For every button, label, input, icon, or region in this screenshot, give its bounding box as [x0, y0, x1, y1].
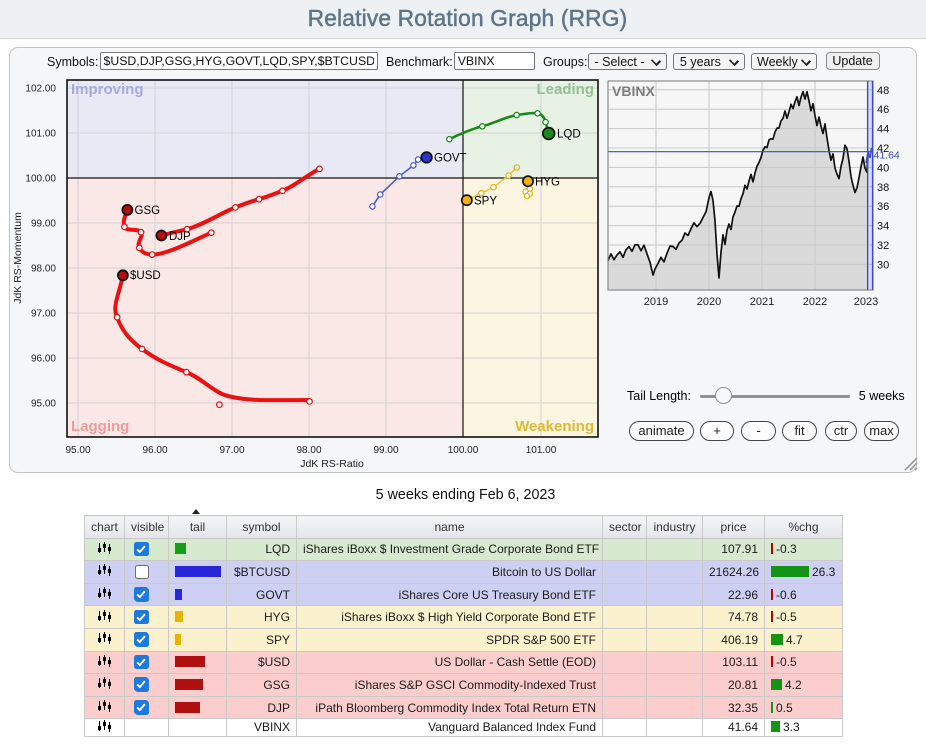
svg-text:VBINX: VBINX: [612, 83, 655, 99]
svg-text:97.00: 97.00: [31, 309, 56, 320]
svg-text:96.00: 96.00: [31, 354, 56, 365]
svg-text:48: 48: [877, 85, 889, 97]
svg-text:96.00: 96.00: [142, 445, 167, 456]
svg-text:34: 34: [877, 221, 889, 233]
svg-text:Lagging: Lagging: [71, 418, 129, 435]
svg-text:98.00: 98.00: [31, 264, 56, 275]
svg-text:JdK RS-Ratio: JdK RS-Ratio: [300, 458, 364, 470]
svg-text:38: 38: [877, 182, 889, 194]
svg-text:Leading: Leading: [536, 81, 594, 98]
svg-text:32: 32: [877, 240, 889, 252]
svg-text:95.00: 95.00: [31, 399, 56, 410]
svg-text:GSG: GSG: [135, 205, 161, 217]
svg-text:2019: 2019: [644, 296, 668, 308]
svg-text:Improving: Improving: [71, 81, 144, 98]
svg-text:100.00: 100.00: [25, 174, 56, 185]
svg-text:2023: 2023: [854, 296, 878, 308]
svg-text:40: 40: [877, 162, 889, 174]
svg-text:GOVT: GOVT: [434, 153, 467, 165]
svg-text:DJP: DJP: [169, 231, 191, 243]
svg-text:2020: 2020: [697, 296, 721, 308]
svg-text:$USD: $USD: [130, 270, 161, 282]
svg-text:44: 44: [877, 124, 889, 136]
svg-text:102.00: 102.00: [25, 84, 56, 95]
svg-text:Weakening: Weakening: [515, 418, 594, 435]
svg-text:SPY: SPY: [474, 196, 497, 208]
svg-text:101.00: 101.00: [526, 445, 557, 456]
svg-text:HYG: HYG: [535, 177, 560, 189]
svg-text:41.64: 41.64: [874, 150, 900, 162]
svg-text:99.00: 99.00: [373, 445, 398, 456]
svg-text:JdK RS-Momentum: JdK RS-Momentum: [12, 212, 24, 304]
svg-text:101.00: 101.00: [25, 129, 56, 140]
svg-text:LQD: LQD: [557, 129, 581, 141]
svg-text:100.00: 100.00: [448, 445, 479, 456]
svg-text:36: 36: [877, 201, 889, 213]
svg-text:2021: 2021: [750, 296, 774, 308]
svg-text:97.00: 97.00: [219, 445, 244, 456]
svg-text:2022: 2022: [803, 296, 827, 308]
svg-text:99.00: 99.00: [31, 219, 56, 230]
svg-text:98.00: 98.00: [296, 445, 321, 456]
svg-text:42: 42: [877, 143, 889, 155]
svg-text:95.00: 95.00: [65, 445, 90, 456]
svg-text:46: 46: [877, 104, 889, 116]
svg-text:30: 30: [877, 259, 889, 271]
